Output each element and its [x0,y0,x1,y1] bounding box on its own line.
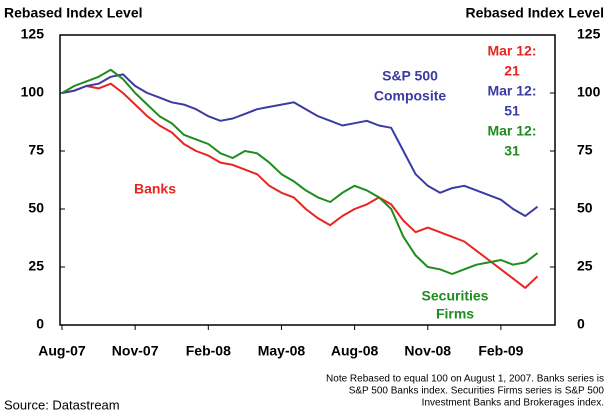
end-label: Mar 12: [487,83,536,99]
x-tick-label: Nov-08 [404,343,451,359]
series-label: Composite [374,88,447,104]
y2-tick-label: 25 [577,258,593,274]
plot-frame [59,34,556,326]
series-label: Securities [422,288,489,304]
series-line [61,68,539,275]
y2-tick-label: 0 [577,316,585,332]
end-value: 51 [504,103,520,119]
series-line [61,82,539,289]
y2-tick-label: 100 [577,84,601,100]
y-tick-label: 25 [28,258,44,274]
end-label: Mar 12: [487,123,536,139]
end-value: 21 [504,63,520,79]
y2-tick-label: 75 [577,142,593,158]
end-label: Mar 12: [487,43,536,59]
note: S&P 500 Banks index. Securities Firms se… [349,386,605,397]
note: Note Rebased to equal 100 on August 1, 2… [326,374,604,385]
y-tick-label: 50 [28,200,44,216]
x-tick-label: Aug-07 [38,343,86,359]
source: Source: Datastream [4,397,120,412]
x-tick-label: Feb-09 [478,343,523,359]
y-tick-label: 125 [21,26,45,42]
series-line [61,73,539,217]
x-tick-label: Aug-08 [331,343,379,359]
y-axis-label: Rebased Index Level [4,5,143,21]
x-tick-label: Nov-07 [112,343,159,359]
x-tick-label: May-08 [258,343,306,359]
y-tick-label: 0 [36,316,44,332]
y-tick-label: 100 [21,84,45,100]
series-label: S&P 500 [382,68,438,84]
series-label: Firms [436,306,474,322]
y-tick-label: 75 [28,142,44,158]
y2-axis-label: Rebased Index Level [465,5,604,21]
x-tick-label: Feb-08 [186,343,231,359]
end-value: 31 [504,143,520,159]
y2-tick-label: 125 [577,26,601,42]
note: Investment Banks and Brokerages index. [422,398,604,409]
series-label: Banks [134,181,176,197]
y2-tick-label: 50 [577,200,593,216]
